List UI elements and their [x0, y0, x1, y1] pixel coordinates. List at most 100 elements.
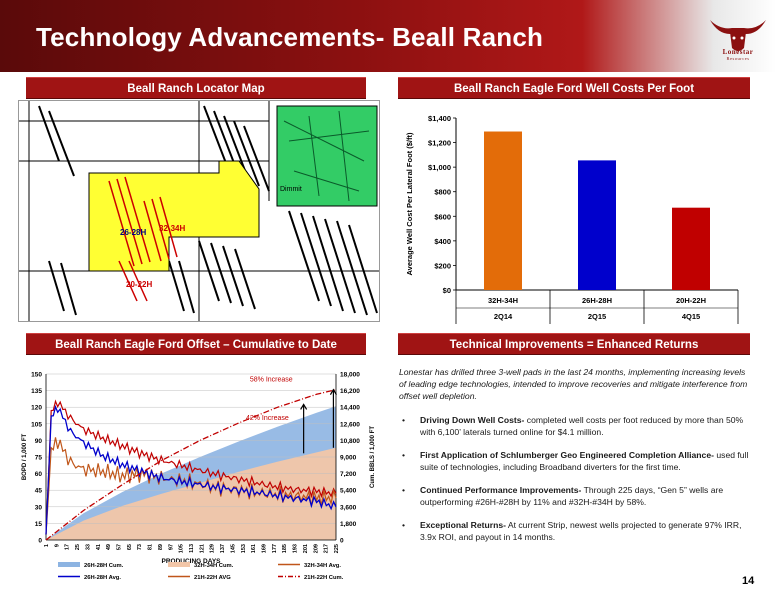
x-tick-label: 161: [251, 544, 257, 553]
annotation-arrowhead-42: [300, 403, 308, 410]
tech-intro: Lonestar has drilled three 3-well pads i…: [399, 367, 748, 401]
locator-map-drawing: 26-28H 32-34H 20-22H Dimmit: [19, 101, 379, 321]
x-tick-label: 33: [85, 544, 91, 550]
x-tick-label: 153: [241, 544, 247, 553]
x-tick-label: 225: [334, 544, 340, 553]
bullet-text: completed well costs per foot reduced by…: [420, 415, 744, 437]
bullet-glyph: •: [402, 450, 406, 460]
x-tick-label: 25: [75, 544, 81, 550]
lease-area: [88, 160, 260, 272]
y-right-tick-label: 18,000: [340, 372, 360, 379]
map-label-26-28h: 26-28H: [120, 228, 146, 237]
legend-label: 32H-34H Avg.: [304, 563, 341, 569]
annotation-42-increase: 42% Increase: [246, 415, 289, 422]
y-right-tick-label: 10,800: [340, 438, 360, 445]
legend-label: 32H-34H Cum.: [194, 563, 234, 569]
tech-bullet-list: • Driving Down Well Costs- completed well…: [399, 414, 751, 543]
legend-label: 26H-28H Avg.: [84, 575, 121, 581]
y-tick-label: $400: [434, 237, 451, 246]
cost-bar: [672, 207, 710, 290]
map-section-title: Beall Ranch Locator Map: [26, 77, 366, 99]
x-tick-label: 89: [158, 544, 164, 550]
y-left-axis-title: BOPD / 1,000 FT: [22, 433, 28, 480]
line-21h-22h-cum: [45, 389, 337, 541]
y-tick-label: $1,000: [428, 163, 451, 172]
legend-label: 21H-22H Cum.: [304, 575, 344, 581]
offset-section-title: Beall Ranch Eagle Ford Offset – Cumulati…: [26, 333, 366, 355]
logo-name: Lonestar: [722, 48, 754, 56]
y-left-tick-label: 120: [31, 405, 42, 412]
bullet-lead: Driving Down Well Costs-: [420, 415, 525, 425]
y-tick-label: $600: [434, 212, 451, 221]
x-tick-label: 145: [230, 544, 236, 553]
y-axis-title: Average Well Cost Per Lateral Foot ($/ft…: [405, 132, 414, 275]
x-tick-label: 17: [65, 544, 71, 550]
longhorn-logo-icon: [710, 20, 766, 51]
cost-bar: [484, 131, 522, 290]
bullet-lead: Continued Performance Improvements-: [420, 485, 582, 495]
offset-cumulative-chart: 0 15 30 45 60 75 90 105 120 135 150 0 1,800 3,600 5,40…: [22, 372, 376, 582]
y-left-tick-label: 150: [31, 372, 42, 379]
x-tick-label: 185: [282, 544, 288, 553]
x-category-label: 32H-34H: [488, 296, 518, 305]
well-laterals: [108, 176, 178, 302]
tech-bullet: • Driving Down Well Costs- completed well…: [399, 414, 751, 438]
logo-subtitle: Resources: [726, 56, 750, 61]
x-tick-label: 193: [293, 544, 299, 553]
y-left-tick-label: 90: [35, 438, 43, 445]
tech-improvements-body: Lonestar has drilled three 3-well pads i…: [399, 366, 751, 554]
x-category-label: 26H-28H: [582, 296, 612, 305]
y-right-tick-label: 0: [340, 538, 344, 545]
y-right-tick-label: 3,600: [340, 504, 357, 511]
x-tick-label: 41: [96, 544, 102, 550]
costs-section-title: Beall Ranch Eagle Ford Well Costs Per Fo…: [398, 77, 750, 99]
y-left-tick-label: 135: [31, 388, 42, 395]
y-tick-label: $1,200: [428, 139, 451, 148]
x-tick-label: 73: [137, 544, 143, 550]
x-tick-label: 1: [44, 544, 50, 547]
bullet-glyph: •: [402, 520, 406, 530]
x-tick-label: 113: [189, 544, 195, 553]
tech-bullet: • Exceptional Returns- At current Strip, …: [399, 519, 751, 543]
page-title: Technology Advancements- Beall Ranch: [36, 22, 544, 52]
x-tick-label: 81: [148, 544, 154, 550]
line-26h-28h-avg: [45, 404, 337, 535]
x-tick-label: 137: [220, 544, 226, 553]
y-left-tick-label: 45: [35, 488, 43, 495]
x-subcategory-label: 4Q15: [682, 312, 700, 321]
line-21h-22h-avg: [45, 399, 337, 535]
y-right-tick-label: 7,200: [340, 471, 357, 478]
y-right-tick-label: 12,600: [340, 421, 360, 428]
x-axis-title: PRODUCING DAYS: [162, 558, 222, 565]
tech-bullet: • First Application of Schlumberger Geo E…: [399, 449, 751, 473]
header-banner: Technology Advancements- Beall Ranch: [0, 0, 776, 72]
y-tick-label: $0: [443, 286, 451, 295]
page-number: 14: [742, 575, 755, 587]
x-tick-label: 201: [303, 544, 309, 553]
x-category-label: 20H-22H: [676, 296, 706, 305]
legend-swatch: [168, 562, 190, 567]
y-tick-label: $200: [434, 261, 451, 270]
bullet-text: At current Strip, newest wells projected…: [420, 520, 742, 542]
bullet-lead: First Application of Schlumberger Geo En…: [420, 450, 714, 460]
x-subcategory-label: 2Q14: [494, 312, 513, 321]
x-tick-label: 121: [199, 544, 205, 553]
y-right-tick-label: 16,200: [340, 388, 360, 395]
well-cost-bar-chart: $0 $200 $400 $600 $800 $1,000 $1,200 $1,400 32H-…: [405, 114, 739, 324]
bullet-text: used full suite of technologies, includi…: [420, 450, 749, 472]
y-tick-label: $1,400: [428, 114, 451, 123]
bullet-lead: Exceptional Returns-: [420, 520, 506, 530]
area-32h-34h-cum: [46, 447, 336, 540]
x-tick-label: 129: [210, 544, 216, 553]
y-left-tick-label: 0: [38, 538, 42, 545]
x-tick-label: 9: [54, 544, 60, 547]
x-tick-label: 97: [168, 544, 174, 550]
y-left-tick-label: 75: [35, 455, 43, 462]
x-tick-label: 105: [179, 544, 185, 553]
y-right-tick-label: 5,400: [340, 488, 357, 495]
legend-swatch: [58, 562, 80, 567]
y-right-axis-title: Cum. BBLS / 1,000 FT: [370, 426, 376, 488]
cost-bar: [578, 160, 616, 290]
x-tick-label: 217: [324, 544, 330, 553]
y-left-tick-label: 30: [35, 504, 43, 511]
